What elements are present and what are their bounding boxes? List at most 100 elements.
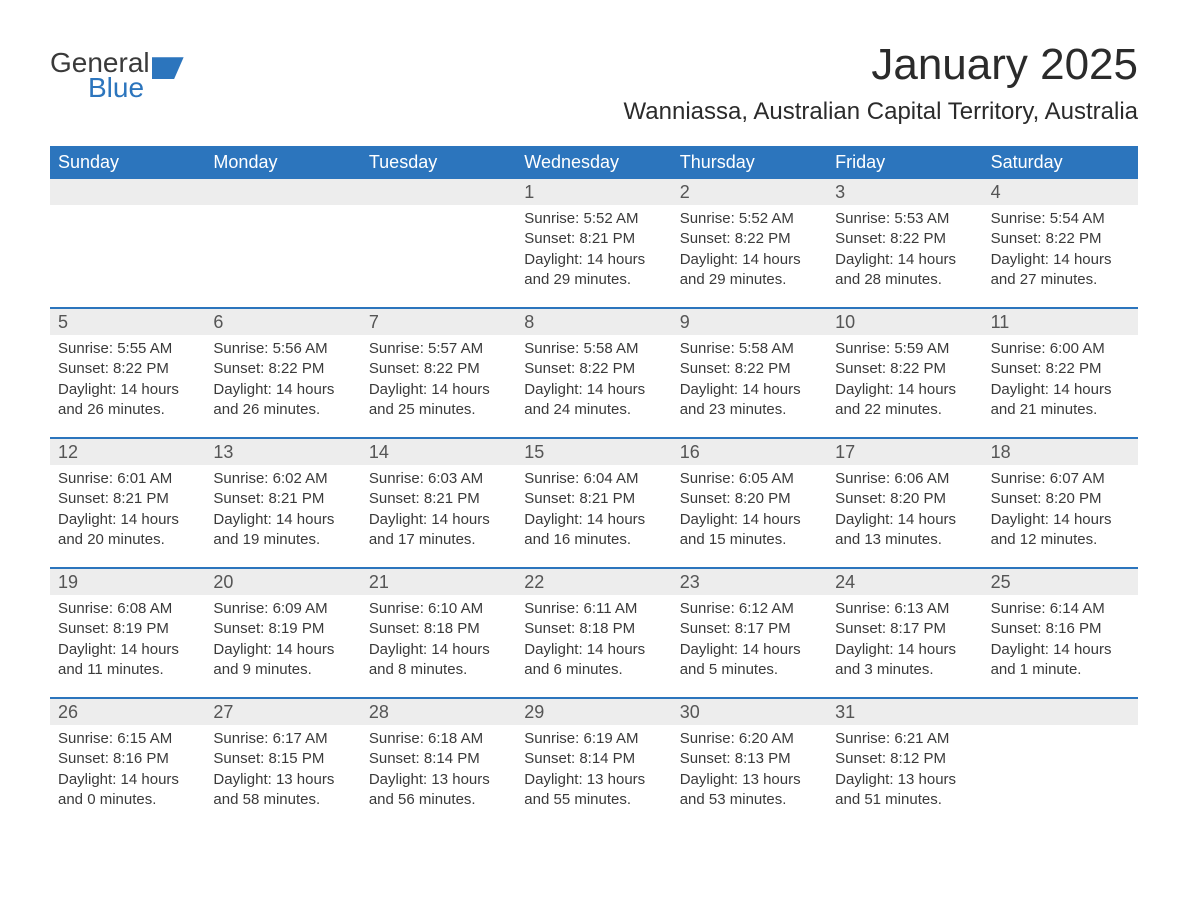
day-body: Sunrise: 5:52 AMSunset: 8:22 PMDaylight:… [672,205,827,298]
day-cell: 8Sunrise: 5:58 AMSunset: 8:22 PMDaylight… [516,309,671,437]
day-number: 25 [983,569,1138,595]
weekday-header-row: SundayMondayTuesdayWednesdayThursdayFrid… [50,146,1138,179]
sunset-text: Sunset: 8:22 PM [991,359,1130,379]
day-cell: 30Sunrise: 6:20 AMSunset: 8:13 PMDayligh… [672,699,827,827]
daylight-text: Daylight: 14 hours and 19 minutes. [213,510,352,551]
sunset-text: Sunset: 8:21 PM [524,229,663,249]
week-row: 12Sunrise: 6:01 AMSunset: 8:21 PMDayligh… [50,437,1138,567]
day-number: 4 [983,179,1138,205]
sunrise-text: Sunrise: 5:58 AM [680,339,819,359]
title-block: January 2025 Wanniassa, Australian Capit… [624,40,1138,140]
day-body: Sunrise: 6:21 AMSunset: 8:12 PMDaylight:… [827,725,982,818]
sunset-text: Sunset: 8:16 PM [58,749,197,769]
daylight-text: Daylight: 14 hours and 24 minutes. [524,380,663,421]
day-cell: 12Sunrise: 6:01 AMSunset: 8:21 PMDayligh… [50,439,205,567]
daylight-text: Daylight: 14 hours and 13 minutes. [835,510,974,551]
day-cell: 19Sunrise: 6:08 AMSunset: 8:19 PMDayligh… [50,569,205,697]
day-body: Sunrise: 6:07 AMSunset: 8:20 PMDaylight:… [983,465,1138,558]
brand-name-line2: Blue [88,75,144,100]
empty-day-bar [361,179,516,205]
day-number: 14 [361,439,516,465]
day-cell: 21Sunrise: 6:10 AMSunset: 8:18 PMDayligh… [361,569,516,697]
day-body: Sunrise: 6:15 AMSunset: 8:16 PMDaylight:… [50,725,205,818]
day-number: 5 [50,309,205,335]
day-number: 22 [516,569,671,595]
sunrise-text: Sunrise: 6:02 AM [213,469,352,489]
sunrise-text: Sunrise: 5:54 AM [991,209,1130,229]
sunset-text: Sunset: 8:17 PM [835,619,974,639]
daylight-text: Daylight: 14 hours and 1 minute. [991,640,1130,681]
day-cell: 22Sunrise: 6:11 AMSunset: 8:18 PMDayligh… [516,569,671,697]
day-cell: 9Sunrise: 5:58 AMSunset: 8:22 PMDaylight… [672,309,827,437]
sunrise-text: Sunrise: 6:01 AM [58,469,197,489]
day-cell: 17Sunrise: 6:06 AMSunset: 8:20 PMDayligh… [827,439,982,567]
daylight-text: Daylight: 14 hours and 25 minutes. [369,380,508,421]
day-number: 24 [827,569,982,595]
daylight-text: Daylight: 14 hours and 17 minutes. [369,510,508,551]
sunrise-text: Sunrise: 6:18 AM [369,729,508,749]
sunrise-text: Sunrise: 6:03 AM [369,469,508,489]
day-cell: 7Sunrise: 5:57 AMSunset: 8:22 PMDaylight… [361,309,516,437]
day-cell: 3Sunrise: 5:53 AMSunset: 8:22 PMDaylight… [827,179,982,307]
flag-icon [152,57,184,79]
sunset-text: Sunset: 8:15 PM [213,749,352,769]
day-cell: 27Sunrise: 6:17 AMSunset: 8:15 PMDayligh… [205,699,360,827]
day-number: 16 [672,439,827,465]
day-cell: 26Sunrise: 6:15 AMSunset: 8:16 PMDayligh… [50,699,205,827]
sunset-text: Sunset: 8:19 PM [213,619,352,639]
daylight-text: Daylight: 14 hours and 26 minutes. [213,380,352,421]
sunrise-text: Sunrise: 6:06 AM [835,469,974,489]
day-cell [983,699,1138,827]
sunset-text: Sunset: 8:21 PM [58,489,197,509]
empty-day-bar [50,179,205,205]
day-body: Sunrise: 5:58 AMSunset: 8:22 PMDaylight:… [516,335,671,428]
daylight-text: Daylight: 14 hours and 27 minutes. [991,250,1130,291]
day-cell: 5Sunrise: 5:55 AMSunset: 8:22 PMDaylight… [50,309,205,437]
day-cell [205,179,360,307]
daylight-text: Daylight: 14 hours and 3 minutes. [835,640,974,681]
daylight-text: Daylight: 14 hours and 29 minutes. [524,250,663,291]
sunrise-text: Sunrise: 5:56 AM [213,339,352,359]
day-cell: 14Sunrise: 6:03 AMSunset: 8:21 PMDayligh… [361,439,516,567]
header: General Blue January 2025 Wanniassa, Aus… [50,40,1138,140]
day-body: Sunrise: 6:09 AMSunset: 8:19 PMDaylight:… [205,595,360,688]
day-number: 3 [827,179,982,205]
day-cell: 11Sunrise: 6:00 AMSunset: 8:22 PMDayligh… [983,309,1138,437]
daylight-text: Daylight: 13 hours and 55 minutes. [524,770,663,811]
weekday-monday: Monday [205,146,360,179]
sunrise-text: Sunrise: 6:09 AM [213,599,352,619]
daylight-text: Daylight: 14 hours and 15 minutes. [680,510,819,551]
sunrise-text: Sunrise: 6:08 AM [58,599,197,619]
daylight-text: Daylight: 13 hours and 58 minutes. [213,770,352,811]
day-cell: 6Sunrise: 5:56 AMSunset: 8:22 PMDaylight… [205,309,360,437]
daylight-text: Daylight: 14 hours and 11 minutes. [58,640,197,681]
daylight-text: Daylight: 14 hours and 21 minutes. [991,380,1130,421]
day-number: 2 [672,179,827,205]
weekday-sunday: Sunday [50,146,205,179]
day-body: Sunrise: 6:01 AMSunset: 8:21 PMDaylight:… [50,465,205,558]
sunset-text: Sunset: 8:22 PM [213,359,352,379]
daylight-text: Daylight: 14 hours and 26 minutes. [58,380,197,421]
sunset-text: Sunset: 8:21 PM [524,489,663,509]
daylight-text: Daylight: 13 hours and 53 minutes. [680,770,819,811]
sunrise-text: Sunrise: 6:13 AM [835,599,974,619]
day-number: 17 [827,439,982,465]
day-number: 7 [361,309,516,335]
day-number: 31 [827,699,982,725]
sunrise-text: Sunrise: 6:20 AM [680,729,819,749]
sunset-text: Sunset: 8:20 PM [680,489,819,509]
daylight-text: Daylight: 14 hours and 28 minutes. [835,250,974,291]
sunrise-text: Sunrise: 5:53 AM [835,209,974,229]
day-cell: 29Sunrise: 6:19 AMSunset: 8:14 PMDayligh… [516,699,671,827]
sunset-text: Sunset: 8:13 PM [680,749,819,769]
week-row: 5Sunrise: 5:55 AMSunset: 8:22 PMDaylight… [50,307,1138,437]
sunset-text: Sunset: 8:22 PM [58,359,197,379]
daylight-text: Daylight: 14 hours and 16 minutes. [524,510,663,551]
day-cell: 18Sunrise: 6:07 AMSunset: 8:20 PMDayligh… [983,439,1138,567]
empty-day-bar [205,179,360,205]
daylight-text: Daylight: 14 hours and 9 minutes. [213,640,352,681]
sunset-text: Sunset: 8:20 PM [991,489,1130,509]
day-cell: 4Sunrise: 5:54 AMSunset: 8:22 PMDaylight… [983,179,1138,307]
month-title: January 2025 [624,40,1138,90]
sunset-text: Sunset: 8:18 PM [369,619,508,639]
